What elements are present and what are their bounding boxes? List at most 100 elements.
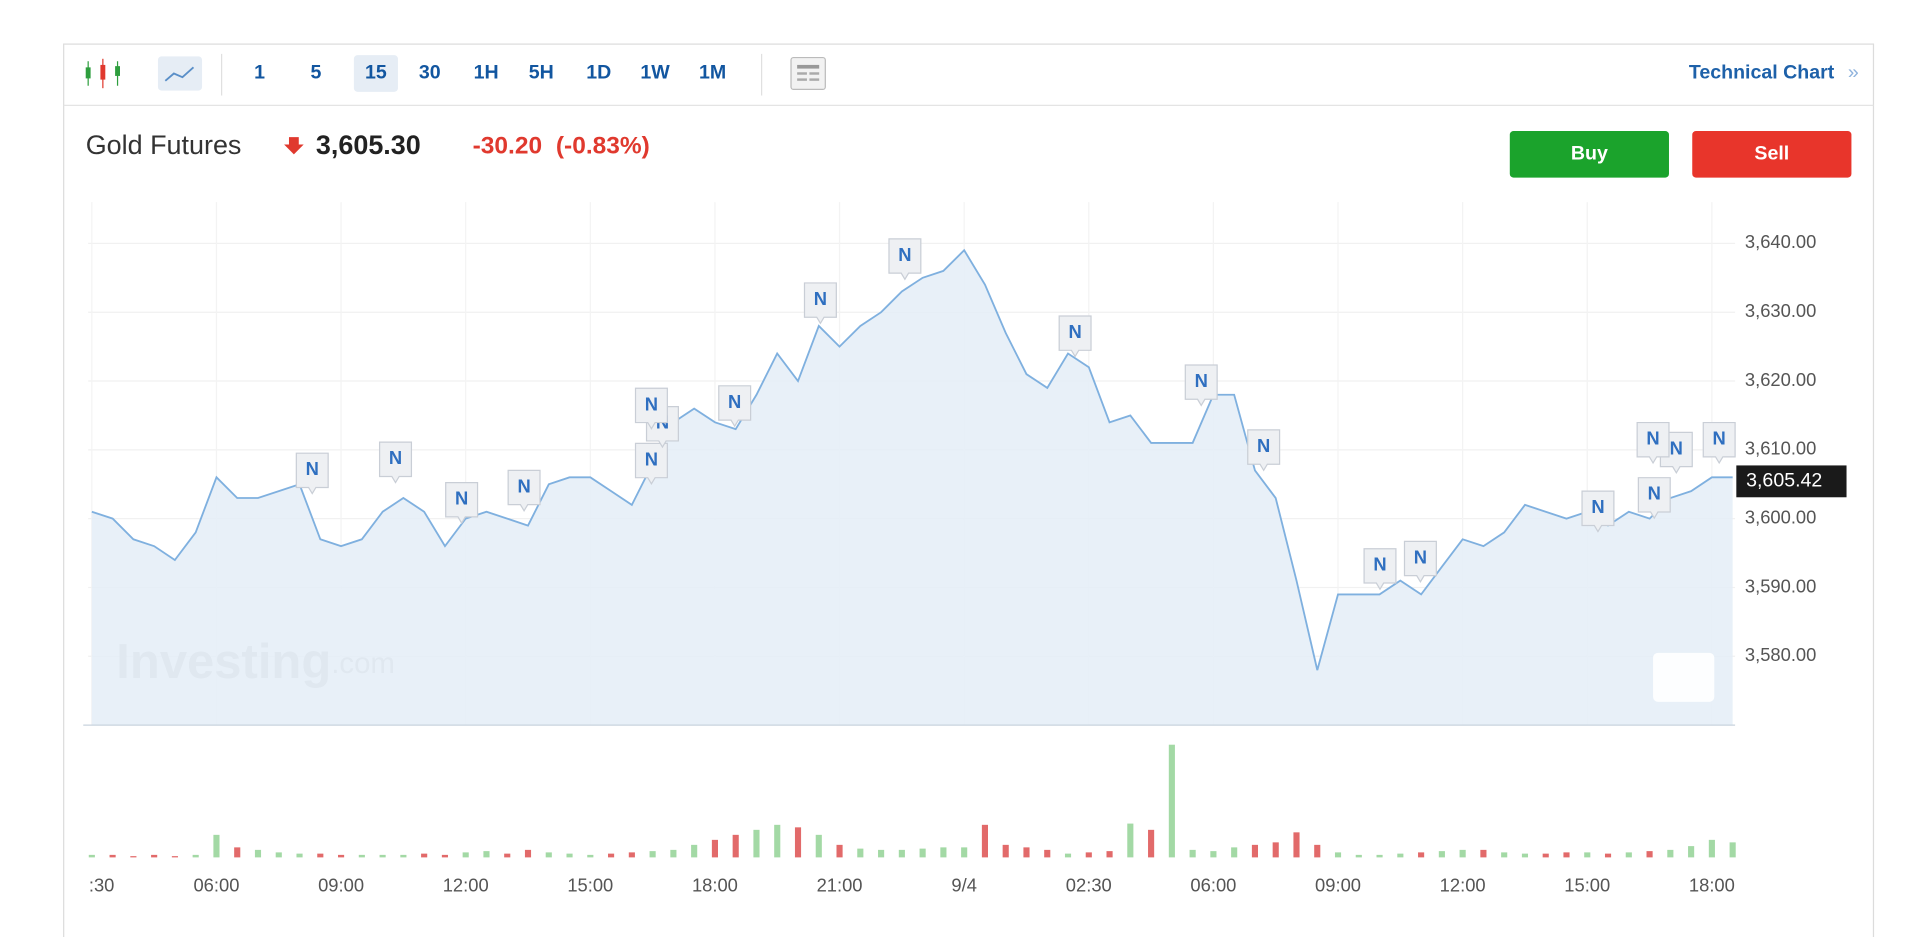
table-icon[interactable] bbox=[790, 56, 826, 91]
volume-bar bbox=[608, 853, 615, 858]
volume-bar bbox=[1625, 852, 1632, 858]
volume-bar bbox=[981, 824, 989, 858]
volume-bar bbox=[670, 849, 677, 858]
news-marker[interactable]: N bbox=[718, 385, 752, 428]
volume-bar bbox=[151, 854, 158, 858]
news-marker[interactable]: N bbox=[507, 469, 541, 512]
x-tick-label: 09:00 bbox=[1315, 875, 1361, 896]
buy-label[interactable]: Buy bbox=[1571, 142, 1608, 164]
y-tick-label: 3,610.00 bbox=[1745, 438, 1816, 459]
interval-button[interactable]: 1W bbox=[640, 62, 670, 84]
sell-button[interactable]: Sell bbox=[1692, 131, 1852, 178]
volume-bar bbox=[878, 849, 885, 858]
buy-button[interactable]: Buy bbox=[1509, 131, 1669, 178]
line-icon[interactable] bbox=[157, 56, 203, 91]
down-arrow bbox=[284, 137, 304, 155]
volume-bar bbox=[524, 849, 532, 858]
volume-bar bbox=[1646, 851, 1653, 858]
news-marker-label: N bbox=[1648, 483, 1661, 504]
news-marker-label: N bbox=[1373, 554, 1386, 575]
news-marker[interactable]: N bbox=[1637, 477, 1671, 520]
y-tick-label: 3,620.00 bbox=[1745, 369, 1816, 390]
news-marker[interactable]: N bbox=[295, 452, 329, 495]
volume-bar bbox=[753, 829, 760, 858]
volume-bar bbox=[421, 853, 428, 858]
volume-bar bbox=[234, 847, 241, 858]
news-marker[interactable]: N bbox=[1363, 548, 1397, 591]
news-marker[interactable]: N bbox=[888, 238, 922, 281]
news-marker-label: N bbox=[1713, 428, 1726, 449]
news-marker-label: N bbox=[517, 475, 530, 496]
interval-button[interactable]: 5 bbox=[310, 62, 321, 84]
news-marker-label: N bbox=[645, 393, 658, 414]
news-marker[interactable]: N bbox=[1058, 315, 1092, 358]
news-marker-box bbox=[1184, 364, 1218, 407]
scroll-button bbox=[1653, 652, 1715, 702]
volume-bar bbox=[400, 854, 407, 858]
news-marker-label: N bbox=[1257, 435, 1270, 456]
candle-icon[interactable] bbox=[85, 58, 120, 89]
news-marker-box bbox=[1247, 429, 1281, 472]
volume-bar bbox=[1293, 832, 1300, 858]
news-marker-box bbox=[1363, 548, 1397, 591]
interval-button[interactable]: 5H bbox=[529, 62, 554, 84]
volume-bar bbox=[794, 827, 802, 858]
sell-label[interactable]: Sell bbox=[1754, 142, 1789, 164]
y-tick-label: 3,630.00 bbox=[1745, 300, 1816, 321]
volume-bar bbox=[1106, 851, 1113, 858]
news-marker[interactable]: N bbox=[1702, 421, 1736, 465]
news-marker[interactable]: N bbox=[1581, 490, 1615, 533]
x-tick-label: 18:00 bbox=[1689, 875, 1735, 896]
change-percent: (-0.83%) bbox=[556, 132, 650, 159]
volume-bar bbox=[815, 834, 822, 858]
news-marker-box bbox=[295, 452, 329, 495]
news-marker[interactable]: N bbox=[1184, 364, 1218, 407]
volume-bar bbox=[1480, 849, 1487, 858]
news-marker-box bbox=[1058, 315, 1092, 358]
news-marker[interactable]: N bbox=[378, 441, 413, 484]
interval-button[interactable]: 1M bbox=[699, 62, 726, 84]
news-marker[interactable]: N bbox=[634, 442, 668, 486]
volume-bar bbox=[628, 852, 635, 858]
news-marker[interactable]: N bbox=[803, 282, 837, 325]
volume-bar bbox=[1314, 844, 1321, 858]
x-tick-label: 06:00 bbox=[1190, 875, 1236, 896]
volume-bar bbox=[192, 854, 199, 858]
news-marker[interactable]: N bbox=[634, 387, 668, 430]
volume-bar bbox=[649, 851, 656, 858]
interval-button[interactable]: 15 bbox=[365, 62, 387, 84]
volume-bar bbox=[88, 854, 95, 858]
volume-bar bbox=[711, 839, 718, 858]
news-marker[interactable]: N bbox=[1247, 429, 1281, 472]
volume-bar bbox=[1459, 849, 1466, 858]
x-tick-label: 15:00 bbox=[1564, 875, 1610, 896]
volume-bar bbox=[1667, 849, 1674, 858]
interval-button[interactable]: 1 bbox=[254, 62, 265, 84]
volume-bar bbox=[566, 853, 573, 858]
news-marker-box bbox=[888, 238, 922, 281]
interval-button[interactable]: 1H bbox=[474, 62, 499, 84]
last-price-tag bbox=[1736, 465, 1847, 498]
volume-bar bbox=[483, 851, 490, 858]
news-marker-box bbox=[1637, 477, 1671, 520]
news-marker-box bbox=[1702, 421, 1736, 465]
technical-chart-link[interactable]: Technical Chart bbox=[1689, 62, 1835, 84]
news-marker[interactable]: N bbox=[445, 481, 479, 525]
volume-bar bbox=[1708, 839, 1715, 858]
volume-bar bbox=[836, 844, 843, 858]
change: -30.20 bbox=[473, 132, 542, 159]
link-arrow[interactable]: » bbox=[1848, 62, 1859, 84]
interval-button[interactable]: 30 bbox=[419, 62, 441, 84]
volume-bar bbox=[1418, 852, 1425, 858]
news-marker-label: N bbox=[898, 244, 911, 265]
news-marker-label: N bbox=[306, 458, 319, 479]
volume-bar bbox=[857, 848, 864, 858]
news-marker-box bbox=[803, 282, 837, 325]
news-marker[interactable]: N bbox=[1403, 540, 1437, 583]
news-marker[interactable]: N bbox=[1636, 421, 1670, 465]
volume-bar bbox=[1127, 823, 1134, 858]
interval-button[interactable]: 1D bbox=[586, 62, 611, 84]
volume-bar bbox=[732, 834, 739, 858]
volume-bar bbox=[587, 854, 594, 858]
